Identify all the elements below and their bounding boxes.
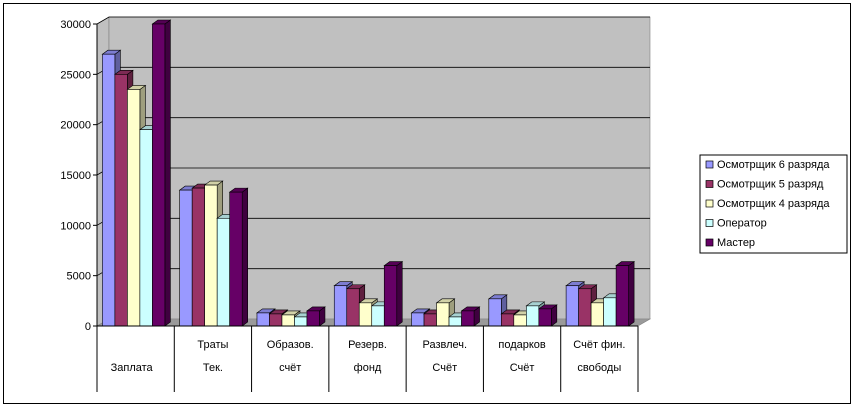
bar-side	[628, 261, 635, 327]
bar-front	[152, 23, 166, 327]
bar	[460, 306, 481, 327]
legend-swatch	[705, 180, 714, 188]
bar-front	[306, 310, 320, 327]
bar-front	[461, 310, 475, 327]
bar-front	[256, 312, 270, 327]
legend: Осмотрщик 6 разряда Осмотрщик 5 разряд Осм…	[699, 154, 848, 254]
bar-front	[578, 288, 592, 327]
bar-front	[281, 314, 295, 327]
category-label: свободы	[577, 362, 621, 374]
bar-front	[423, 313, 437, 327]
bar-front	[294, 316, 308, 327]
bar-front	[436, 302, 450, 327]
category-label: Счёт	[432, 362, 457, 374]
y-tick-label: 5000	[67, 271, 91, 283]
bar-front	[179, 189, 193, 327]
gridline	[96, 16, 650, 25]
legend-swatch	[705, 238, 714, 247]
category-label: Счёт фин.	[573, 339, 625, 351]
legend-label: Осмотрщик 6 разряда	[717, 159, 830, 171]
bar-front	[383, 265, 398, 327]
bar-front	[102, 53, 116, 327]
bar-front	[216, 217, 230, 327]
bar	[228, 187, 249, 327]
bar-front	[526, 305, 540, 327]
bar-side	[164, 19, 171, 327]
bar-front	[371, 305, 385, 327]
category-table: Заплата Траты Тек. Образов. счёт Резерв. фонд Р…	[96, 325, 639, 392]
category-label: счёт	[279, 362, 301, 374]
category-label: Траты	[197, 339, 228, 351]
category-label: подарков	[498, 339, 546, 351]
y-tick-label: 10000	[60, 220, 91, 232]
bar-front	[229, 191, 243, 327]
legend-swatch	[705, 160, 714, 169]
bar	[435, 298, 456, 327]
bar-front	[204, 184, 218, 327]
bar	[383, 261, 404, 327]
bar-front	[488, 298, 502, 327]
bar-front	[565, 285, 579, 327]
bar-front	[358, 302, 373, 327]
category-label: фонд	[354, 362, 382, 374]
bar-front	[448, 316, 462, 327]
legend-box	[699, 154, 848, 254]
legend-label: Оператор	[717, 218, 767, 230]
bar-front	[513, 314, 527, 327]
y-tick-label: 15000	[60, 170, 91, 182]
y-tick-label: 0	[85, 321, 91, 333]
bar-front	[538, 308, 552, 327]
legend-label: Осмотрщик 5 разряд	[717, 179, 824, 191]
y-axis: 0 5000 10000 15000 20000 25000 30000	[60, 19, 98, 333]
y-tick-label: 30000	[60, 19, 91, 31]
category-label: Тек.	[203, 362, 223, 374]
chart-frame: 0 5000 10000 15000 20000 25000 30000 Заплата Тр…	[3, 3, 851, 404]
legend-swatch	[705, 219, 714, 227]
y-tick-label: 20000	[60, 120, 91, 132]
category-label: Резерв.	[348, 339, 387, 351]
legend-swatch	[705, 199, 714, 208]
bar-front	[590, 302, 604, 327]
category-label: Заплата	[111, 362, 154, 374]
bar-chart: 0 5000 10000 15000 20000 25000 30000 Заплата Тр…	[60, 16, 848, 392]
bar-side	[241, 187, 248, 327]
bar-front	[269, 313, 283, 327]
bar-front	[603, 297, 617, 327]
bar	[151, 19, 172, 327]
bar-front	[615, 265, 629, 327]
category-label: Образов.	[267, 339, 314, 351]
bar	[306, 306, 326, 327]
legend-label: Мастер	[717, 237, 755, 249]
bar-front	[501, 313, 515, 327]
bar-front	[139, 129, 153, 327]
bar	[537, 304, 558, 327]
bars	[101, 19, 636, 327]
bar-front	[333, 285, 348, 327]
bar-front	[191, 187, 205, 327]
category-label: Счёт	[510, 362, 535, 374]
bar-front	[346, 288, 360, 327]
bar-side	[396, 261, 403, 327]
bar-front	[114, 74, 128, 327]
bar	[615, 261, 636, 327]
bar-front	[411, 312, 425, 327]
y-tick-label: 25000	[60, 69, 91, 81]
category-label: Развлеч.	[423, 339, 468, 351]
bar-front	[127, 89, 141, 327]
legend-label: Осмотрщик 4 разряда	[717, 198, 830, 210]
